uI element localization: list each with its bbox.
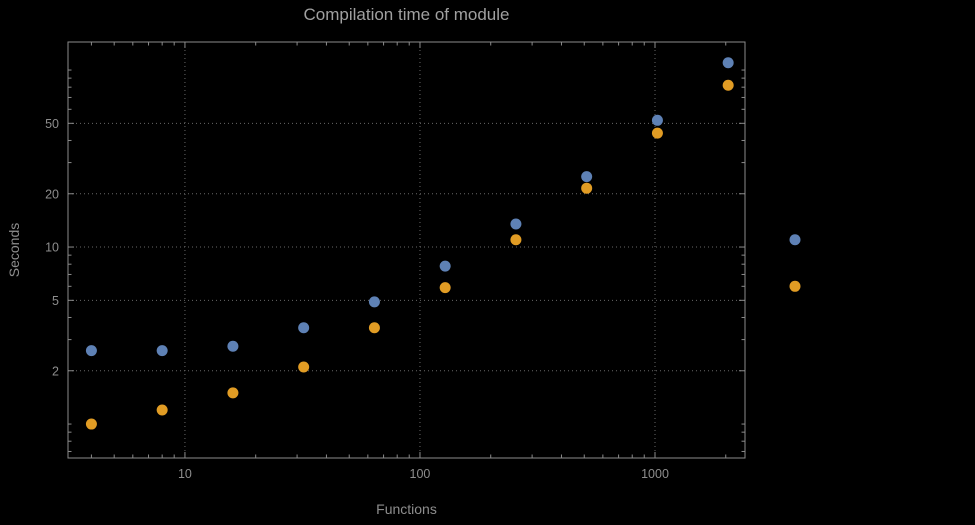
y-axis-label: Seconds [6,222,22,278]
data-point-series-blue [298,322,310,334]
legend-marker [789,280,801,292]
y-tick-label: 20 [45,187,59,201]
data-point-series-orange [722,79,734,91]
data-point-series-orange [156,404,168,416]
data-point-series-blue [85,345,97,357]
y-tick-label: 10 [45,241,59,255]
data-point-series-orange [227,387,239,399]
y-tick-label: 5 [52,294,59,308]
x-tick-label: 10 [178,467,192,481]
plot-frame [67,41,746,459]
chart-title: Compilation time of module [303,5,510,24]
data-point-series-blue [227,340,239,352]
x-axis-label: Functions [376,501,437,517]
x-tick-label: 100 [410,467,431,481]
data-point-series-orange [85,418,97,430]
data-point-series-blue [156,345,168,357]
y-tick-label: 2 [52,364,59,378]
data-point-series-blue [510,218,522,230]
y-tick-label: 50 [45,117,59,131]
data-point-series-orange [298,361,310,373]
data-point-series-blue [722,57,734,69]
data-point-series-orange [651,127,663,139]
data-point-series-orange [581,182,593,194]
data-point-series-orange [439,282,451,294]
data-point-series-blue [368,296,380,308]
data-point-series-blue [651,114,663,126]
data-point-series-blue [439,260,451,272]
legend-marker [789,234,801,246]
x-tick-label: 1000 [641,467,669,481]
data-point-series-blue [581,171,593,183]
data-point-series-orange [368,322,380,334]
data-point-series-orange [510,234,522,246]
